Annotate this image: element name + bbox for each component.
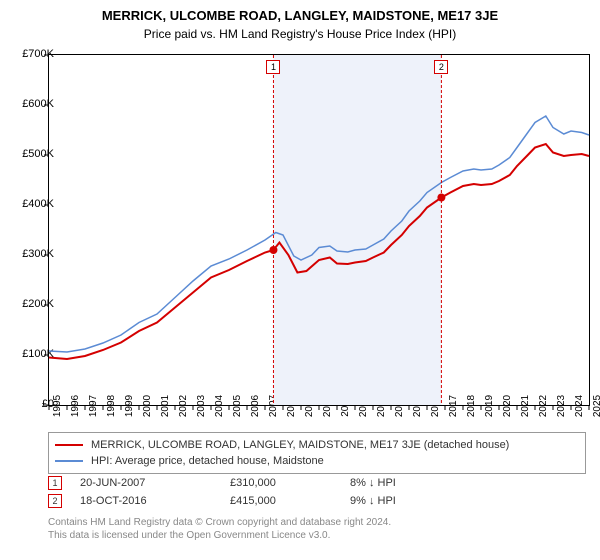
chart-marker-icon: 1 <box>266 60 280 74</box>
sale-row: 2 18-OCT-2016 £415,000 9% ↓ HPI <box>48 492 588 510</box>
chart-subtitle: Price paid vs. HM Land Registry's House … <box>0 27 600 41</box>
footer-line: Contains HM Land Registry data © Crown c… <box>48 516 391 529</box>
footer-attribution: Contains HM Land Registry data © Crown c… <box>48 516 391 542</box>
sale-date: 20-JUN-2007 <box>80 477 230 489</box>
legend-label: MERRICK, ULCOMBE ROAD, LANGLEY, MAIDSTON… <box>91 439 509 451</box>
sale-marker-icon: 2 <box>48 494 62 508</box>
plot-area: 12 <box>48 54 588 404</box>
sale-price: £310,000 <box>230 477 350 489</box>
chart-title: MERRICK, ULCOMBE ROAD, LANGLEY, MAIDSTON… <box>0 0 600 23</box>
footer-line: This data is licensed under the Open Gov… <box>48 529 391 542</box>
sale-price: £415,000 <box>230 495 350 507</box>
sale-diff: 8% ↓ HPI <box>350 477 470 489</box>
x-tick-label: 2025 <box>592 395 600 417</box>
legend-item: MERRICK, ULCOMBE ROAD, LANGLEY, MAIDSTON… <box>55 437 579 453</box>
legend-item: HPI: Average price, detached house, Maid… <box>55 453 579 469</box>
chart-container: MERRICK, ULCOMBE ROAD, LANGLEY, MAIDSTON… <box>0 0 600 560</box>
sale-row: 1 20-JUN-2007 £310,000 8% ↓ HPI <box>48 474 588 492</box>
chart-marker-icon: 2 <box>434 60 448 74</box>
sales-table: 1 20-JUN-2007 £310,000 8% ↓ HPI 2 18-OCT… <box>48 474 588 510</box>
legend: MERRICK, ULCOMBE ROAD, LANGLEY, MAIDSTON… <box>48 432 586 474</box>
sale-diff: 9% ↓ HPI <box>350 495 470 507</box>
legend-swatch <box>55 460 83 462</box>
line-chart-svg <box>48 54 590 406</box>
sale-marker-icon: 1 <box>48 476 62 490</box>
sale-date: 18-OCT-2016 <box>80 495 230 507</box>
legend-label: HPI: Average price, detached house, Maid… <box>91 455 324 467</box>
legend-swatch <box>55 444 83 446</box>
